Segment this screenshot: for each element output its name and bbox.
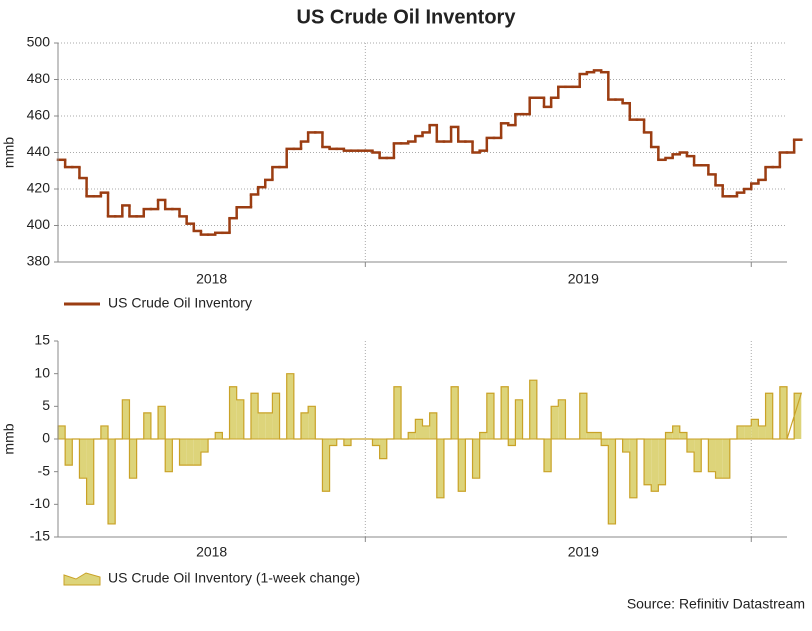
y-tick-label: 440 xyxy=(27,143,51,159)
area-step xyxy=(436,439,444,498)
area-step xyxy=(422,425,430,439)
area-step xyxy=(736,425,745,439)
area-step xyxy=(236,399,244,439)
area-step xyxy=(479,432,487,439)
y-tick-label: 420 xyxy=(27,180,51,196)
y-axis-label: mmb xyxy=(1,423,17,454)
area-step xyxy=(601,439,609,446)
area-step xyxy=(272,393,280,439)
area-step xyxy=(658,439,666,485)
y-tick-label: 15 xyxy=(34,332,50,348)
area-step xyxy=(751,419,759,439)
y-tick-label: 400 xyxy=(27,216,51,232)
area-step xyxy=(672,425,680,439)
area-step xyxy=(158,406,166,439)
y-tick-label: 0 xyxy=(42,430,50,446)
area-step xyxy=(779,386,787,439)
area-step xyxy=(622,439,630,453)
area-step xyxy=(608,439,616,524)
area-step xyxy=(472,439,480,479)
area-step xyxy=(544,439,552,472)
area-step xyxy=(65,439,73,466)
area-step xyxy=(451,386,459,439)
y-tick-label: 380 xyxy=(27,253,51,269)
y-tick-label: 10 xyxy=(34,364,50,380)
area-step xyxy=(329,439,337,446)
area-step xyxy=(722,439,730,479)
area-step xyxy=(100,425,109,439)
area-step xyxy=(758,425,766,439)
area-step xyxy=(322,439,330,492)
y-tick-label: -5 xyxy=(38,462,51,478)
y-axis-label: mmb xyxy=(1,137,17,168)
y-tick-label: 5 xyxy=(42,397,50,413)
area-step xyxy=(515,399,523,439)
area-step xyxy=(686,439,695,453)
area-step xyxy=(551,406,559,439)
area-step xyxy=(708,439,716,472)
area-step xyxy=(579,393,587,439)
area-step xyxy=(343,439,352,446)
area-step xyxy=(486,393,494,439)
area-step xyxy=(165,439,173,472)
area-step xyxy=(429,412,437,439)
y-tick-label: -10 xyxy=(30,495,50,511)
x-tick-label: 2019 xyxy=(568,544,599,560)
area-step xyxy=(379,439,387,459)
legend-swatch xyxy=(63,572,101,586)
area-step xyxy=(229,386,237,439)
area-step xyxy=(694,439,702,472)
source-note: Source: Refinitiv Datastream xyxy=(627,596,805,612)
area-step xyxy=(408,432,416,439)
area-step xyxy=(200,439,209,453)
area-step xyxy=(286,373,294,439)
area-step xyxy=(594,432,602,439)
area-step xyxy=(458,439,466,492)
area-step xyxy=(744,425,752,439)
x-tick-label: 2019 xyxy=(568,271,599,287)
x-tick-label: 2018 xyxy=(196,271,227,287)
area-step xyxy=(644,439,652,485)
area-step xyxy=(108,439,116,524)
area-step xyxy=(129,439,137,479)
area-step xyxy=(586,432,595,439)
area-step xyxy=(143,412,151,439)
area-step xyxy=(629,439,637,498)
x-tick-label: 2018 xyxy=(196,544,227,560)
area-step xyxy=(258,412,266,439)
area-step xyxy=(665,432,673,439)
area-step xyxy=(250,393,259,439)
y-tick-label: 500 xyxy=(27,34,51,50)
area-step xyxy=(508,439,516,446)
area-step xyxy=(393,386,402,439)
area-step xyxy=(186,439,194,466)
area-step xyxy=(765,393,773,439)
area-step xyxy=(715,439,723,479)
area-step xyxy=(529,380,537,439)
area-step xyxy=(193,439,201,466)
area-step xyxy=(501,386,509,439)
area-step xyxy=(301,412,309,439)
y-tick-label: 480 xyxy=(27,70,51,86)
area-step xyxy=(308,406,316,439)
y-tick-label: 460 xyxy=(27,107,51,123)
area-step xyxy=(372,439,380,446)
area-step xyxy=(794,393,802,439)
area-step xyxy=(558,399,566,439)
area-step xyxy=(651,439,659,492)
area-step xyxy=(86,439,94,505)
area-step xyxy=(179,439,187,466)
area-step xyxy=(265,412,273,439)
legend-label: US Crude Oil Inventory xyxy=(108,295,252,311)
legend-label: US Crude Oil Inventory (1-week change) xyxy=(108,570,360,586)
chart-title: US Crude Oil Inventory xyxy=(297,6,517,28)
y-tick-label: -15 xyxy=(30,528,50,544)
area-step xyxy=(79,439,87,479)
area-step xyxy=(415,419,423,439)
area-step xyxy=(58,425,66,439)
area-step xyxy=(679,432,687,439)
area-step xyxy=(122,399,130,439)
area-step xyxy=(215,432,223,439)
